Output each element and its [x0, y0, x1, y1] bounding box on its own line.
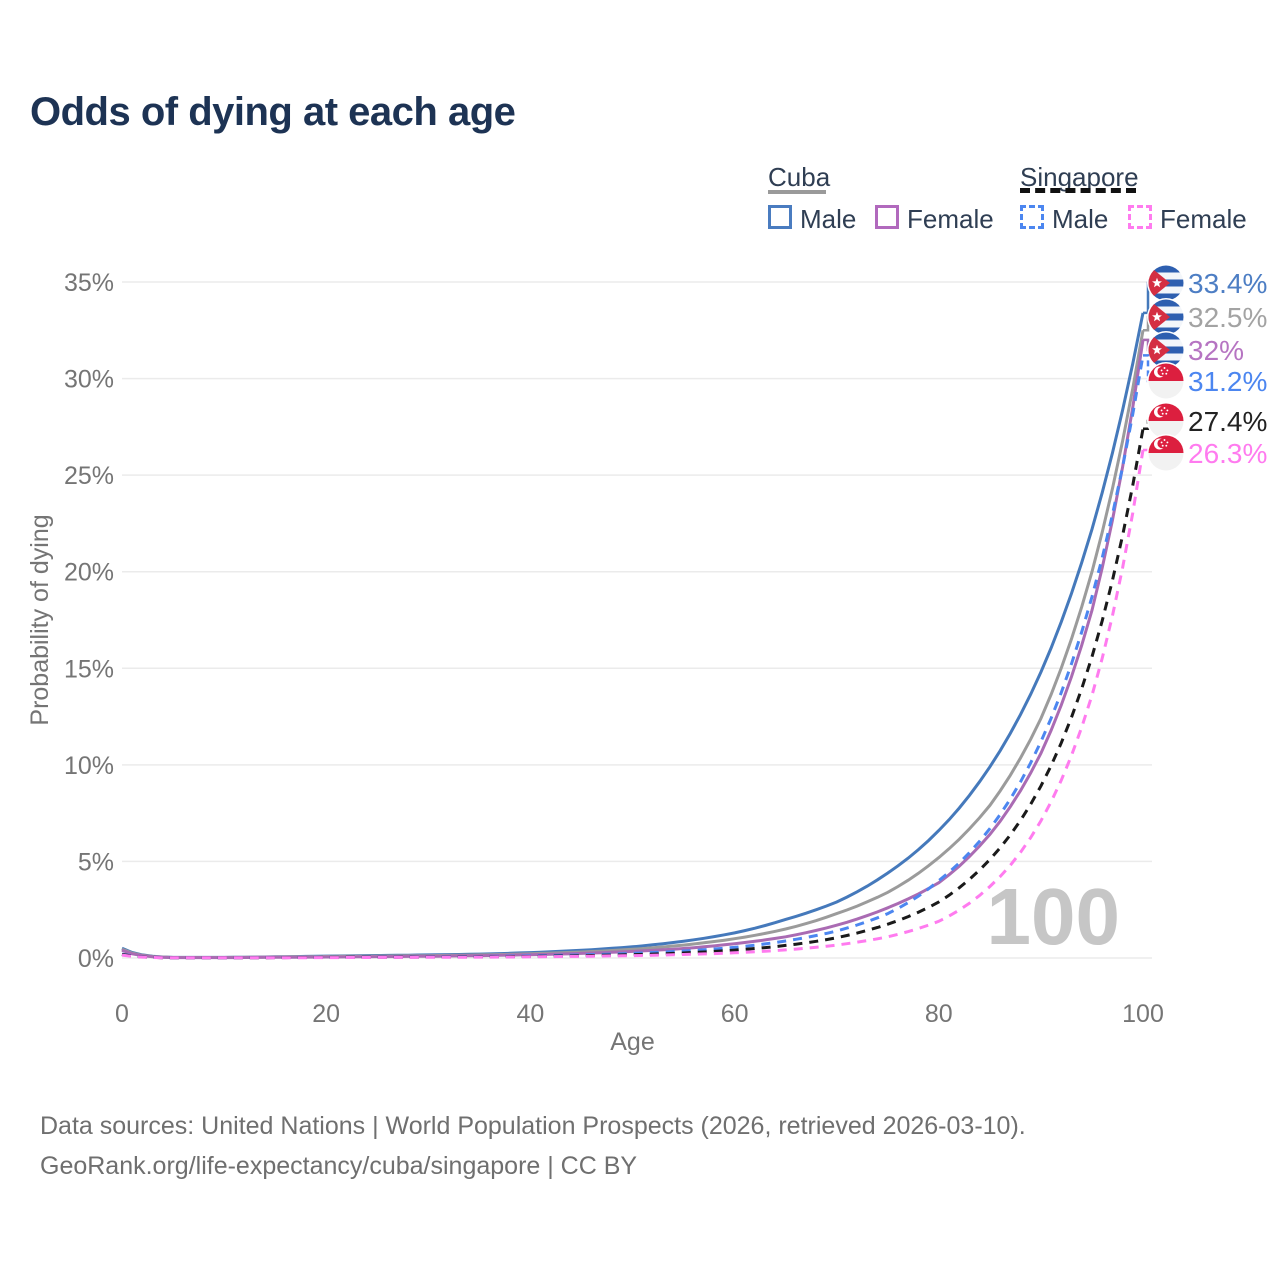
legend-label-cuba-male[interactable]: Male [800, 204, 857, 234]
y-tick-label: 10% [64, 752, 114, 780]
end-value-label-singapore-male[interactable]: 31.2% [1188, 366, 1267, 397]
data-sources: Data sources: United Nations | World Pop… [40, 1106, 1026, 1186]
singapore-flag-icon [1147, 402, 1185, 440]
x-tick-label: 20 [312, 1000, 340, 1028]
x-tick-label: 60 [721, 1000, 749, 1028]
legend-group-cuba[interactable]: Cuba [768, 162, 831, 192]
data-sources-line2: GeoRank.org/life-expectancy/cuba/singapo… [40, 1152, 638, 1180]
y-axis-title: Probability of dying [26, 514, 54, 725]
legend: Cuba Male Female Singapore Male Female [0, 0, 1280, 250]
cuba-flag-icon [1147, 331, 1185, 369]
data-sources-line1: Data sources: United Nations | World Pop… [40, 1112, 1026, 1140]
legend-swatch-singapore-female[interactable] [1128, 205, 1152, 229]
y-tick-label: 20% [64, 559, 114, 587]
end-value-label-singapore-both[interactable]: 27.4% [1188, 406, 1267, 437]
end-value-label-cuba-female[interactable]: 32% [1188, 335, 1244, 366]
x-tick-label: 100 [1122, 1000, 1164, 1028]
x-tick-label: 40 [516, 1000, 544, 1028]
singapore-line-style-swatch [1020, 188, 1136, 193]
y-tick-label: 30% [64, 366, 114, 394]
legend-swatch-cuba-male[interactable] [768, 205, 792, 229]
y-tick-label: 15% [64, 655, 114, 683]
end-value-label-singapore-female[interactable]: 26.3% [1188, 438, 1267, 469]
series-line-cuba-both[interactable] [121, 330, 1145, 959]
age-watermark: 100 [987, 872, 1120, 961]
series-line-cuba-female[interactable] [121, 339, 1145, 960]
cuba-flag-icon [1147, 298, 1185, 336]
cuba-line-style-swatch [768, 190, 826, 194]
legend-label-cuba-female[interactable]: Female [907, 204, 994, 234]
series-line-singapore-both[interactable] [121, 428, 1145, 960]
end-label-leader-singapore-both [1143, 419, 1155, 431]
singapore-flag-icon [1147, 362, 1185, 400]
end-value-label-cuba-both[interactable]: 32.5% [1188, 302, 1267, 333]
x-tick-label: 0 [115, 1000, 129, 1028]
y-tick-label: 0% [78, 945, 114, 973]
legend-group-singapore[interactable]: Singapore [1020, 162, 1139, 192]
legend-swatch-singapore-male[interactable] [1020, 205, 1044, 229]
y-tick-label: 35% [64, 269, 114, 297]
end-value-label-cuba-male[interactable]: 33.4% [1188, 268, 1267, 299]
x-axis-title: Age [610, 1028, 654, 1056]
cuba-flag-icon [1147, 264, 1185, 302]
legend-swatch-cuba-female[interactable] [875, 205, 899, 229]
y-tick-label: 5% [78, 848, 114, 876]
y-tick-label: 25% [64, 462, 114, 490]
page-title: Odds of dying at each age [30, 90, 516, 134]
series-line-singapore-male[interactable] [121, 355, 1145, 960]
x-tick-label: 80 [925, 1000, 953, 1028]
legend-label-singapore-male[interactable]: Male [1052, 204, 1109, 234]
legend-label-singapore-female[interactable]: Female [1160, 204, 1247, 234]
singapore-flag-icon [1147, 434, 1185, 472]
